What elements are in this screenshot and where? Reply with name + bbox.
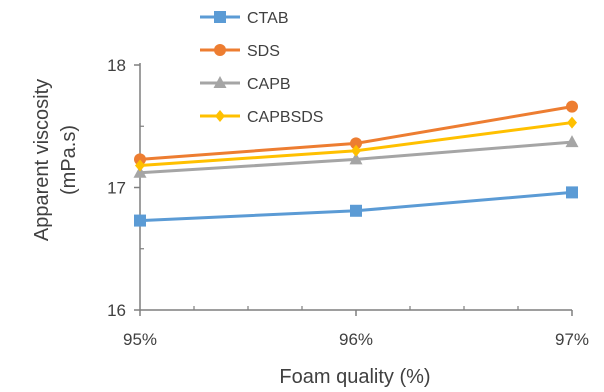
y-tick-label: 18 bbox=[107, 56, 126, 75]
legend-marker bbox=[214, 44, 226, 56]
y-axis-title-line: (mPa.s) bbox=[58, 125, 80, 195]
y-axis-title: Apparent viscosity (mPa.s) bbox=[31, 79, 80, 241]
legend-label: SDS bbox=[247, 43, 280, 60]
data-point-ctab bbox=[134, 214, 146, 227]
y-axis-title-line: Apparent viscosity bbox=[31, 79, 53, 241]
data-point-capbsds bbox=[351, 144, 361, 157]
legend-marker bbox=[213, 76, 227, 88]
y-tick-label: 17 bbox=[107, 179, 126, 198]
data-point-capb bbox=[133, 165, 147, 178]
y-tick-label: 16 bbox=[107, 301, 126, 320]
x-tick-label: 97% bbox=[555, 330, 589, 349]
axes bbox=[134, 63, 573, 316]
legend-label: CTAB bbox=[247, 10, 288, 27]
x-tick-label: 95% bbox=[123, 330, 157, 349]
data-point-ctab bbox=[566, 186, 578, 199]
data-point-sds bbox=[350, 137, 362, 150]
legend-item-sds: SDS bbox=[200, 43, 280, 60]
legend-item-capb: CAPB bbox=[200, 76, 291, 93]
legend-marker bbox=[215, 110, 225, 122]
data-point-sds bbox=[134, 153, 146, 166]
data-point-capbsds bbox=[135, 159, 145, 172]
legend-label: CAPBSDS bbox=[247, 109, 323, 126]
legend-item-capbsds: CAPBSDS bbox=[200, 109, 323, 126]
data-point-capb bbox=[565, 135, 579, 148]
tick-labels: 16 17 18 95% 96% 97% bbox=[107, 56, 589, 349]
legend-label: CAPB bbox=[247, 76, 291, 93]
data-point-capb bbox=[349, 152, 363, 165]
data-point-sds bbox=[566, 100, 578, 113]
data-point-capbsds bbox=[567, 116, 577, 129]
legend-item-ctab: CTAB bbox=[200, 10, 288, 27]
data-point-ctab bbox=[350, 204, 362, 217]
series-group bbox=[133, 100, 579, 227]
x-axis-title: Foam quality (%) bbox=[279, 366, 430, 388]
x-tick-label: 96% bbox=[339, 330, 373, 349]
legend-marker bbox=[214, 11, 226, 23]
legend: CTAB SDS CAPB CAPBSDS bbox=[200, 10, 323, 126]
